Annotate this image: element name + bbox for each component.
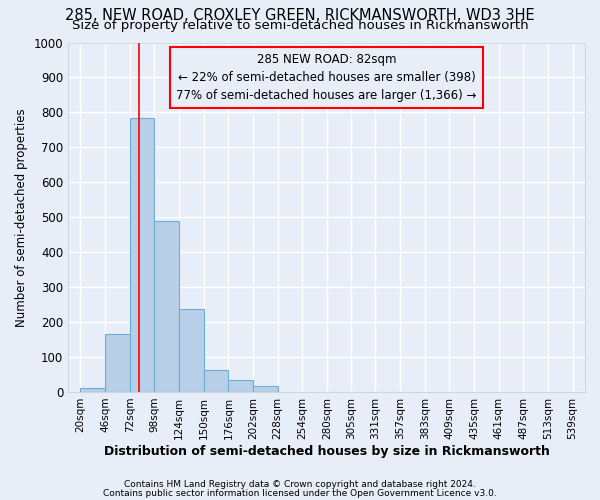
Bar [130, 118, 154, 392]
Text: 285 NEW ROAD: 82sqm
← 22% of semi-detached houses are smaller (398)
77% of semi-: 285 NEW ROAD: 82sqm ← 22% of semi-detach… [176, 53, 477, 102]
Bar [80, 388, 105, 392]
Text: Size of property relative to semi-detached houses in Rickmansworth: Size of property relative to semi-detach… [71, 19, 529, 32]
Bar [179, 309, 203, 392]
Bar [105, 334, 130, 392]
X-axis label: Distribution of semi-detached houses by size in Rickmansworth: Distribution of semi-detached houses by … [104, 444, 550, 458]
Text: Contains public sector information licensed under the Open Government Licence v3: Contains public sector information licen… [103, 488, 497, 498]
Text: Contains HM Land Registry data © Crown copyright and database right 2024.: Contains HM Land Registry data © Crown c… [124, 480, 476, 489]
Bar [229, 380, 253, 392]
Y-axis label: Number of semi-detached properties: Number of semi-detached properties [15, 108, 28, 326]
Bar [154, 220, 179, 392]
Text: 285, NEW ROAD, CROXLEY GREEN, RICKMANSWORTH, WD3 3HE: 285, NEW ROAD, CROXLEY GREEN, RICKMANSWO… [65, 8, 535, 22]
Bar [253, 386, 278, 392]
Bar [203, 370, 229, 392]
